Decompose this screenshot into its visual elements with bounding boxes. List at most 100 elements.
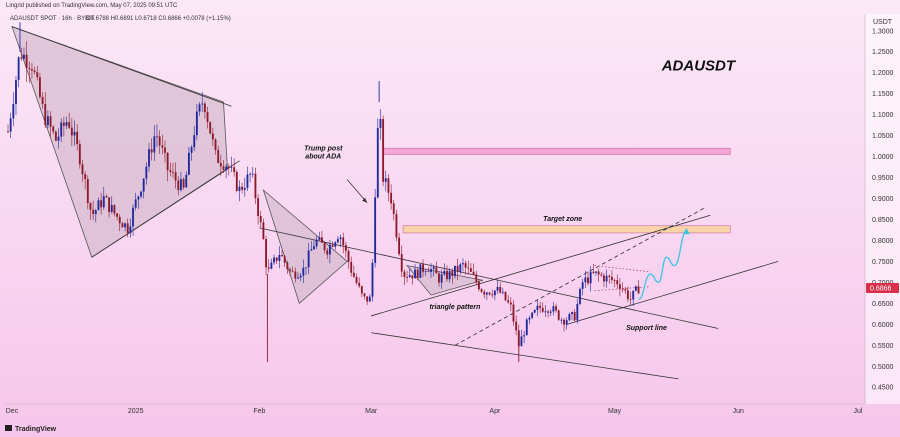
- candle-body: [9, 118, 12, 132]
- candle-body: [512, 304, 515, 322]
- candle-body: [214, 139, 217, 151]
- dotted-box-top: [594, 265, 651, 273]
- candle-body: [267, 267, 270, 269]
- candle-body: [158, 136, 161, 146]
- candle-body: [603, 275, 605, 282]
- candle-body: [203, 103, 206, 113]
- candle-body: [307, 250, 310, 268]
- y-tick-label: 0.9500: [872, 175, 894, 182]
- candle-body: [629, 299, 632, 300]
- candle-body: [589, 271, 592, 284]
- candle-body: [517, 330, 520, 347]
- y-tick-label: 1.1000: [872, 112, 894, 119]
- candle-body: [132, 207, 134, 227]
- candle-body: [552, 306, 555, 312]
- candle-body: [568, 314, 571, 321]
- ohlc-readout: O0.6788 H0.6891 L0.6718 C0.6866 +0.0078 …: [86, 16, 231, 22]
- candle-body: [571, 312, 573, 315]
- candle-body: [496, 286, 499, 291]
- candle-body: [44, 104, 47, 125]
- annotation-trump-post: Trump post: [304, 145, 343, 152]
- trump-arrow-head: [362, 197, 368, 203]
- x-tick-label: 2025: [128, 408, 144, 415]
- candle-body: [23, 54, 25, 59]
- candle-body: [451, 270, 454, 277]
- candle-body: [587, 277, 589, 284]
- candle-body: [230, 167, 233, 169]
- candle-body: [323, 242, 326, 251]
- candle-body: [235, 172, 238, 191]
- candle-body: [443, 270, 446, 275]
- candle-body: [161, 145, 164, 148]
- candle-body: [281, 254, 283, 257]
- current-price-label: 0.6866: [870, 286, 892, 293]
- candle-body: [592, 271, 595, 273]
- candle-body: [182, 179, 185, 188]
- candle-body: [400, 254, 403, 272]
- candle-body: [209, 121, 212, 134]
- candle-body: [94, 210, 97, 215]
- candle-body: [472, 271, 475, 275]
- candle-body: [177, 180, 180, 191]
- candle-body: [525, 319, 528, 336]
- candle-body: [528, 317, 531, 320]
- candle-body: [289, 269, 291, 271]
- projection-path: [638, 231, 687, 300]
- candle-body: [172, 171, 174, 173]
- candle-body: [427, 271, 430, 272]
- x-tick-label: May: [608, 408, 622, 415]
- tradingview-brand: TradingView: [15, 426, 57, 433]
- y-tick-label: 0.6500: [872, 301, 894, 308]
- y-tick-label: 1.3000: [872, 28, 894, 35]
- candle-body: [89, 203, 92, 210]
- candle-body: [352, 272, 355, 277]
- candle-body: [387, 178, 390, 193]
- candle-body: [275, 257, 278, 261]
- candle-body: [563, 319, 565, 325]
- candle-body: [597, 271, 600, 275]
- candle-body: [605, 275, 608, 282]
- candle-body: [509, 302, 512, 305]
- candle-body: [97, 200, 100, 211]
- candle-body: [92, 209, 95, 215]
- candle-body: [206, 112, 209, 122]
- candle-body: [28, 67, 31, 70]
- dashed-trend: [454, 206, 707, 346]
- candle-body: [62, 122, 65, 126]
- candle-body: [424, 271, 427, 272]
- y-tick-label: 1.2000: [872, 70, 894, 77]
- candle-body: [448, 270, 451, 280]
- candle-body: [262, 222, 265, 240]
- candle-body: [238, 186, 241, 191]
- candle-body: [145, 166, 148, 179]
- candle-body: [179, 179, 182, 191]
- candle-body: [467, 267, 470, 269]
- channel-lower: [371, 332, 679, 380]
- candle-body: [355, 276, 358, 283]
- candle-body: [33, 70, 36, 73]
- candle-body: [438, 273, 440, 283]
- candle-body: [174, 172, 177, 181]
- candle-body: [169, 170, 172, 172]
- candle-body: [414, 269, 416, 279]
- y-tick-label: 0.8500: [872, 217, 894, 224]
- candle-body: [613, 279, 616, 281]
- candle-body: [153, 136, 156, 153]
- candle-body: [52, 126, 55, 132]
- candle-body: [76, 131, 79, 145]
- candle-body: [507, 300, 510, 303]
- candle-body: [305, 267, 307, 269]
- candle-body: [576, 303, 579, 321]
- candle-body: [488, 292, 491, 295]
- candle-body: [84, 174, 87, 180]
- candle-body: [342, 237, 345, 246]
- candle-body: [435, 267, 438, 274]
- candle-body: [584, 277, 587, 283]
- price-axis-panel[interactable]: [865, 14, 900, 404]
- candle-body: [403, 271, 406, 277]
- candle-body: [273, 257, 275, 263]
- annotation-target-zone: Target zone: [543, 216, 582, 223]
- candle-body: [358, 282, 361, 287]
- tradingview-logo[interactable]: TradingView: [5, 425, 57, 433]
